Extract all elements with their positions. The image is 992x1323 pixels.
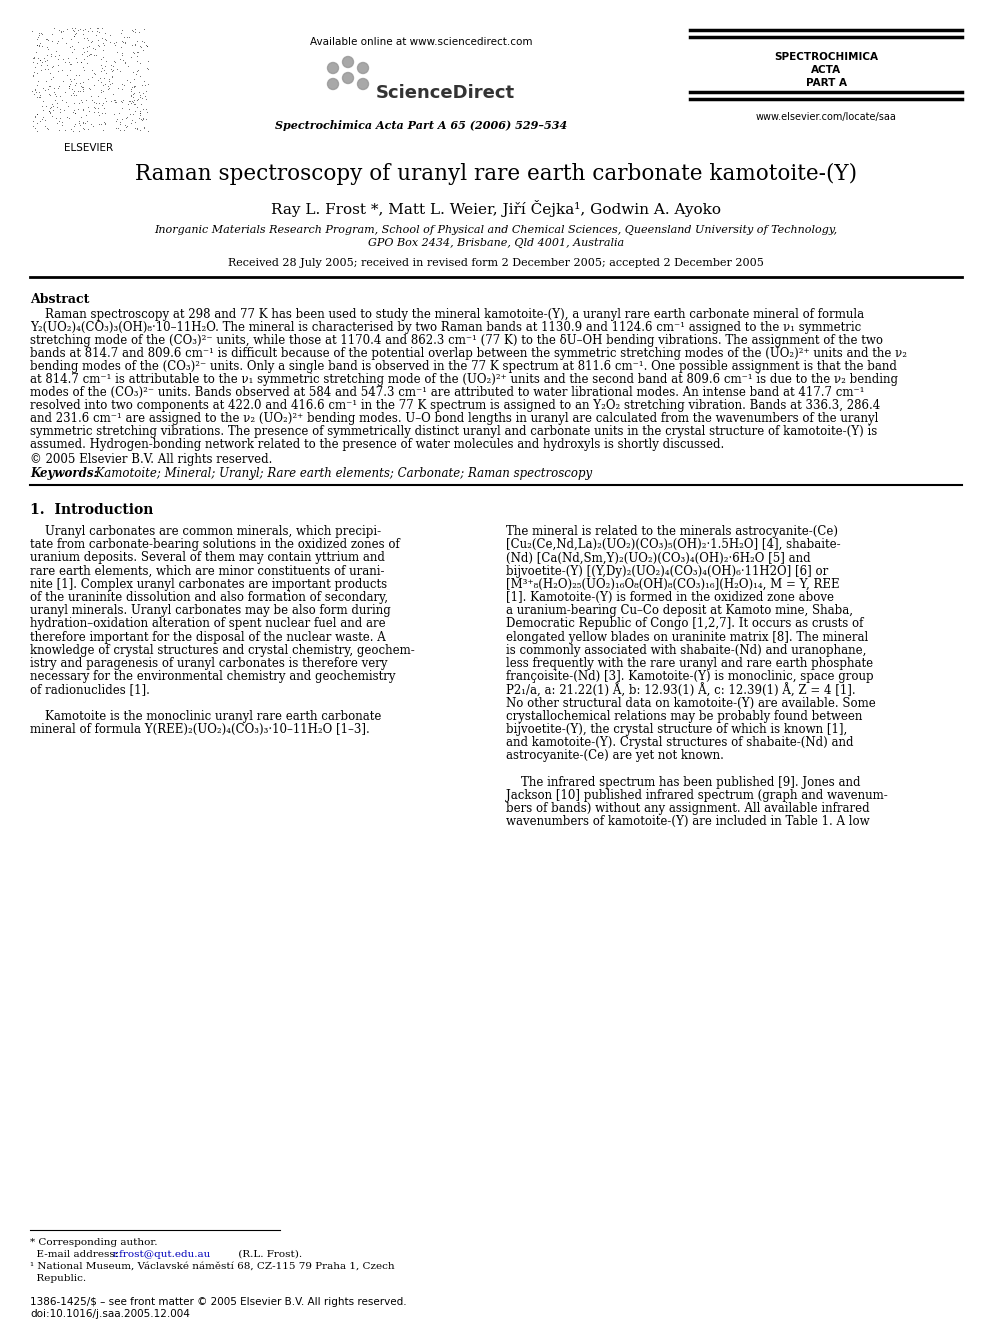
Text: The mineral is related to the minerals astrocyanite-(Ce): The mineral is related to the minerals a… bbox=[506, 525, 838, 538]
Text: Kamotoite; Mineral; Uranyl; Rare earth elements; Carbonate; Raman spectroscopy: Kamotoite; Mineral; Uranyl; Rare earth e… bbox=[88, 467, 592, 480]
Text: ScienceDirect: ScienceDirect bbox=[376, 83, 515, 102]
Text: PART A: PART A bbox=[806, 78, 846, 89]
Text: crystallochemical relations may be probably found between: crystallochemical relations may be proba… bbox=[506, 710, 862, 722]
Text: P2₁/a, a: 21.22(1) Å, b: 12.93(1) Å, c: 12.39(1) Å, Z = 4 [1].: P2₁/a, a: 21.22(1) Å, b: 12.93(1) Å, c: … bbox=[506, 684, 856, 697]
Text: Spectrochimica Acta Part A 65 (2006) 529–534: Spectrochimica Acta Part A 65 (2006) 529… bbox=[275, 120, 567, 131]
Text: © 2005 Elsevier B.V. All rights reserved.: © 2005 Elsevier B.V. All rights reserved… bbox=[30, 452, 273, 466]
Text: assumed. Hydrogen-bonding network related to the presence of water molecules and: assumed. Hydrogen-bonding network relate… bbox=[30, 438, 724, 451]
Text: 1.  Introduction: 1. Introduction bbox=[30, 503, 154, 517]
Text: modes of the (CO₃)²⁻ units. Bands observed at 584 and 547.3 cm⁻¹ are attributed : modes of the (CO₃)²⁻ units. Bands observ… bbox=[30, 386, 864, 400]
Text: Abstract: Abstract bbox=[30, 292, 89, 306]
Text: astrocyanite-(Ce) are yet not known.: astrocyanite-(Ce) are yet not known. bbox=[506, 749, 724, 762]
Text: rare earth elements, which are minor constituents of urani-: rare earth elements, which are minor con… bbox=[30, 565, 385, 578]
Text: bands at 814.7 and 809.6 cm⁻¹ is difficult because of the potential overlap betw: bands at 814.7 and 809.6 cm⁻¹ is difficu… bbox=[30, 347, 907, 360]
Text: r.frost@qut.edu.au: r.frost@qut.edu.au bbox=[113, 1250, 211, 1259]
Text: www.elsevier.com/locate/saa: www.elsevier.com/locate/saa bbox=[756, 112, 897, 122]
Text: and 231.6 cm⁻¹ are assigned to the ν₂ (UO₂)²⁺ bending modes. U–O bond lengths in: and 231.6 cm⁻¹ are assigned to the ν₂ (U… bbox=[30, 411, 878, 425]
Text: Ray L. Frost *, Matt L. Weier, Jiří Čejka¹, Godwin A. Ayoko: Ray L. Frost *, Matt L. Weier, Jiří Čejk… bbox=[271, 200, 721, 217]
Text: Kamotoite is the monoclinic uranyl rare earth carbonate: Kamotoite is the monoclinic uranyl rare … bbox=[30, 710, 381, 722]
Text: necessary for the environmental chemistry and geochemistry: necessary for the environmental chemistr… bbox=[30, 671, 396, 683]
Text: No other structural data on kamotoite-(Y) are available. Some: No other structural data on kamotoite-(Y… bbox=[506, 697, 876, 709]
Text: SPECTROCHIMICA: SPECTROCHIMICA bbox=[774, 52, 878, 62]
Text: [1]. Kamotoite-(Y) is formed in the oxidized zone above: [1]. Kamotoite-(Y) is formed in the oxid… bbox=[506, 591, 834, 605]
Text: Democratic Republic of Congo [1,2,7]. It occurs as crusts of: Democratic Republic of Congo [1,2,7]. It… bbox=[506, 618, 863, 630]
Text: a uranium-bearing Cu–Co deposit at Kamoto mine, Shaba,: a uranium-bearing Cu–Co deposit at Kamot… bbox=[506, 605, 853, 618]
Text: Jackson [10] published infrared spectrum (graph and wavenum-: Jackson [10] published infrared spectrum… bbox=[506, 789, 888, 802]
Text: Y₂(UO₂)₄(CO₃)₃(OH)₈·10–11H₂O. The mineral is characterised by two Raman bands at: Y₂(UO₂)₄(CO₃)₃(OH)₈·10–11H₂O. The minera… bbox=[30, 321, 861, 333]
Circle shape bbox=[327, 78, 338, 90]
Circle shape bbox=[342, 57, 353, 67]
Text: hydration–oxidation alteration of spent nuclear fuel and are: hydration–oxidation alteration of spent … bbox=[30, 618, 386, 630]
Text: resolved into two components at 422.0 and 416.6 cm⁻¹ in the 77 K spectrum is ass: resolved into two components at 422.0 an… bbox=[30, 400, 880, 411]
Text: Uranyl carbonates are common minerals, which precipi-: Uranyl carbonates are common minerals, w… bbox=[30, 525, 381, 538]
Text: nite [1]. Complex uranyl carbonates are important products: nite [1]. Complex uranyl carbonates are … bbox=[30, 578, 387, 591]
Text: ACTA: ACTA bbox=[810, 65, 841, 75]
Text: [Cu₂(Ce,Nd,La)₂(UO₂)(CO₃)₅(OH)₂·1.5H₂O] [4], shabaite-: [Cu₂(Ce,Nd,La)₂(UO₂)(CO₃)₅(OH)₂·1.5H₂O] … bbox=[506, 538, 840, 552]
Text: Republic.: Republic. bbox=[30, 1274, 86, 1283]
Text: symmetric stretching vibrations. The presence of symmetrically distinct uranyl a: symmetric stretching vibrations. The pre… bbox=[30, 425, 877, 438]
Text: elongated yellow blades on uraninite matrix [8]. The mineral: elongated yellow blades on uraninite mat… bbox=[506, 631, 868, 643]
Text: istry and paragenesis of uranyl carbonates is therefore very: istry and paragenesis of uranyl carbonat… bbox=[30, 658, 388, 669]
Circle shape bbox=[357, 78, 368, 90]
Text: (R.L. Frost).: (R.L. Frost). bbox=[235, 1250, 303, 1259]
Text: françoisite-(Nd) [3]. Kamotoite-(Y) is monoclinic, space group: françoisite-(Nd) [3]. Kamotoite-(Y) is m… bbox=[506, 671, 874, 683]
Text: mineral of formula Y(REE)₂(UO₂)₄(CO₃)₃·10–11H₂O [1–3].: mineral of formula Y(REE)₂(UO₂)₄(CO₃)₃·1… bbox=[30, 722, 370, 736]
Text: [M³⁺₈(H₂O)₂₅(UO₂)₁₆O₈(OH)₈(CO₃)₁₆](H₂O)₁₄, M = Y, REE: [M³⁺₈(H₂O)₂₅(UO₂)₁₆O₈(OH)₈(CO₃)₁₆](H₂O)₁… bbox=[506, 578, 839, 591]
Text: doi:10.1016/j.saa.2005.12.004: doi:10.1016/j.saa.2005.12.004 bbox=[30, 1308, 189, 1319]
Text: * Corresponding author.: * Corresponding author. bbox=[30, 1238, 158, 1248]
Text: uranyl minerals. Uranyl carbonates may be also form during: uranyl minerals. Uranyl carbonates may b… bbox=[30, 605, 391, 618]
Text: Available online at www.sciencedirect.com: Available online at www.sciencedirect.co… bbox=[310, 37, 533, 48]
Text: Raman spectroscopy at 298 and 77 K has been used to study the mineral kamotoite-: Raman spectroscopy at 298 and 77 K has b… bbox=[30, 308, 864, 321]
Text: 1386-1425/$ – see front matter © 2005 Elsevier B.V. All rights reserved.: 1386-1425/$ – see front matter © 2005 El… bbox=[30, 1297, 407, 1307]
Text: ¹ National Museum, Václavské náměstí 68, CZ-115 79 Praha 1, Czech: ¹ National Museum, Václavské náměstí 68,… bbox=[30, 1262, 395, 1271]
Text: Inorganic Materials Research Program, School of Physical and Chemical Sciences, : Inorganic Materials Research Program, Sc… bbox=[155, 225, 837, 235]
Text: bijvoetite-(Y) [(Y,Dy)₂(UO₂)₄(CO₃)₄(OH)₆·11H2O] [6] or: bijvoetite-(Y) [(Y,Dy)₂(UO₂)₄(CO₃)₄(OH)₆… bbox=[506, 565, 828, 578]
Text: bending modes of the (CO₃)²⁻ units. Only a single band is observed in the 77 K s: bending modes of the (CO₃)²⁻ units. Only… bbox=[30, 360, 897, 373]
Text: wavenumbers of kamotoite-(Y) are included in Table 1. A low: wavenumbers of kamotoite-(Y) are include… bbox=[506, 815, 870, 828]
Text: of radionuclides [1].: of radionuclides [1]. bbox=[30, 684, 150, 696]
Text: The infrared spectrum has been published [9]. Jones and: The infrared spectrum has been published… bbox=[506, 775, 860, 789]
Text: therefore important for the disposal of the nuclear waste. A: therefore important for the disposal of … bbox=[30, 631, 386, 643]
Text: (Nd) [Ca(Nd,Sm,Y)₂(UO₂)(CO₃)₄(OH)₂·6H₂O [5] and: (Nd) [Ca(Nd,Sm,Y)₂(UO₂)(CO₃)₄(OH)₂·6H₂O … bbox=[506, 552, 810, 565]
Text: bijvoetite-(Y), the crystal structure of which is known [1],: bijvoetite-(Y), the crystal structure of… bbox=[506, 722, 847, 736]
Text: is commonly associated with shabaite-(Nd) and uranophane,: is commonly associated with shabaite-(Nd… bbox=[506, 644, 866, 656]
Text: uranium deposits. Several of them may contain yttrium and: uranium deposits. Several of them may co… bbox=[30, 552, 385, 565]
Text: and kamotoite-(Y). Crystal structures of shabaite-(Nd) and: and kamotoite-(Y). Crystal structures of… bbox=[506, 736, 853, 749]
Text: stretching mode of the (CO₃)²⁻ units, while those at 1170.4 and 862.3 cm⁻¹ (77 K: stretching mode of the (CO₃)²⁻ units, wh… bbox=[30, 333, 883, 347]
Text: GPO Box 2434, Brisbane, Qld 4001, Australia: GPO Box 2434, Brisbane, Qld 4001, Austra… bbox=[368, 238, 624, 249]
Circle shape bbox=[357, 62, 368, 74]
Text: Received 28 July 2005; received in revised form 2 December 2005; accepted 2 Dece: Received 28 July 2005; received in revis… bbox=[228, 258, 764, 269]
Text: Raman spectroscopy of uranyl rare earth carbonate kamotoite-(Y): Raman spectroscopy of uranyl rare earth … bbox=[135, 163, 857, 185]
Text: E-mail address:: E-mail address: bbox=[30, 1250, 121, 1259]
Text: less frequently with the rare uranyl and rare earth phosphate: less frequently with the rare uranyl and… bbox=[506, 658, 873, 669]
Text: tate from carbonate-bearing solutions in the oxidized zones of: tate from carbonate-bearing solutions in… bbox=[30, 538, 400, 552]
Text: Keywords:: Keywords: bbox=[30, 467, 98, 480]
Text: ELSEVIER: ELSEVIER bbox=[64, 143, 113, 153]
Text: knowledge of crystal structures and crystal chemistry, geochem-: knowledge of crystal structures and crys… bbox=[30, 644, 415, 656]
Text: at 814.7 cm⁻¹ is attributable to the ν₁ symmetric stretching mode of the (UO₂)²⁺: at 814.7 cm⁻¹ is attributable to the ν₁ … bbox=[30, 373, 898, 386]
Circle shape bbox=[327, 62, 338, 74]
Text: bers of bands) without any assignment. All available infrared: bers of bands) without any assignment. A… bbox=[506, 802, 870, 815]
Circle shape bbox=[342, 73, 353, 83]
Text: of the uraninite dissolution and also formation of secondary,: of the uraninite dissolution and also fo… bbox=[30, 591, 388, 605]
